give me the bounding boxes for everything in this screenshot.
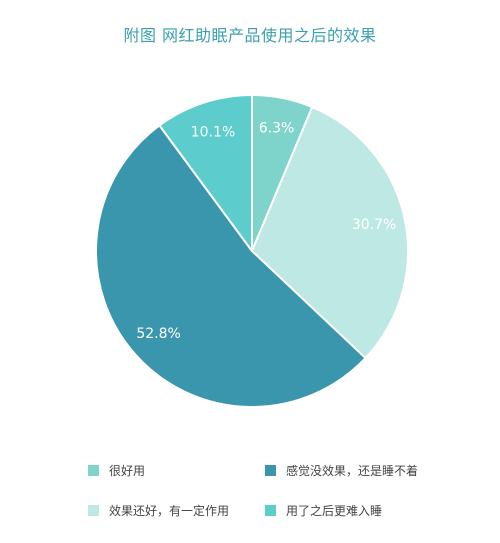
legend-item-harder-to-sleep[interactable]: 用了之后更难入睡	[265, 501, 382, 519]
pie-slice-3[interactable]	[158, 94, 253, 252]
pie-slices	[95, 94, 409, 408]
legend-label: 很好用	[109, 463, 146, 478]
legend-label: 感觉没效果，还是睡不着	[286, 463, 419, 478]
pie-chart: 6.3% 30.7% 52.8% 10.1%	[95, 94, 409, 408]
pie-slice-1[interactable]	[251, 106, 409, 360]
pie-data-label-1: 30.7%	[352, 217, 396, 233]
pie-data-label-0: 6.3%	[259, 121, 295, 137]
pie-slice-2[interactable]	[95, 124, 367, 408]
legend-item-no-effect[interactable]: 感觉没效果，还是睡不着	[265, 461, 418, 479]
legend-label: 用了之后更难入睡	[286, 503, 383, 518]
pie-data-labels: 6.3% 30.7% 52.8% 10.1%	[136, 121, 396, 342]
legend-swatch	[88, 464, 99, 476]
legend-label: 效果还好，有一定作用	[109, 503, 230, 518]
chart-title: 附图 网红助眠产品使用之后的效果	[123, 26, 377, 45]
chart-legend: 很好用 感觉没效果，还是睡不着 效果还好，有一定作用 用了之后更难入睡	[0, 455, 500, 535]
legend-swatch	[88, 504, 99, 516]
pie-data-label-3: 10.1%	[191, 124, 235, 140]
pie-data-label-2: 52.8%	[136, 326, 180, 342]
legend-swatch	[265, 504, 276, 516]
legend-swatch	[265, 464, 276, 476]
legend-item-very-useful[interactable]: 很好用	[88, 461, 145, 479]
legend-item-somewhat-effective[interactable]: 效果还好，有一定作用	[88, 501, 229, 519]
